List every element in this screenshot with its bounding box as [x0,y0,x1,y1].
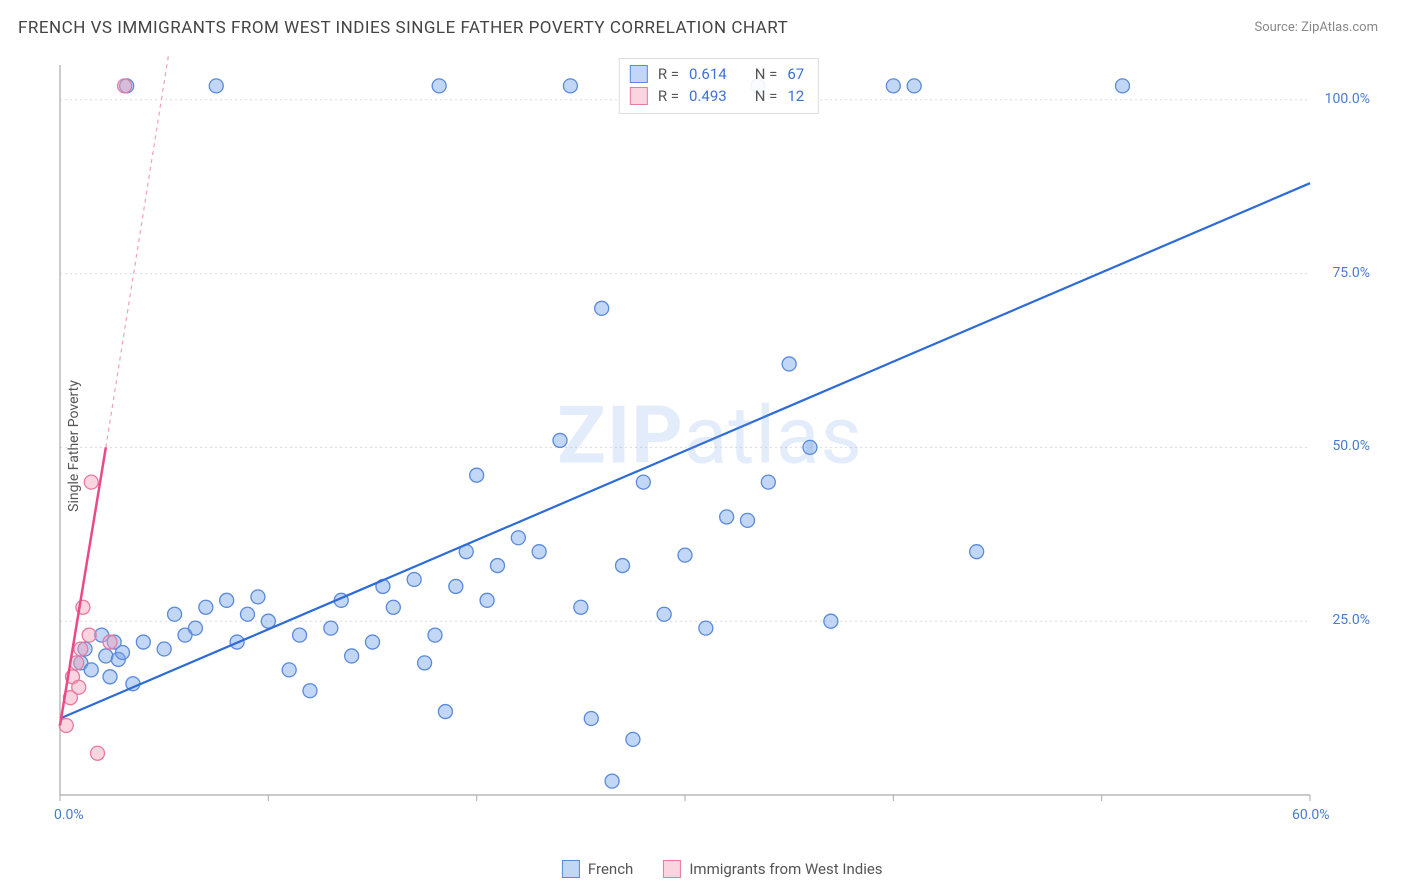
x-tick-label: 0.0% [54,807,84,823]
bottom-legend: French Immigrants from West Indies [562,860,883,878]
y-tick-label: 25.0% [1318,612,1370,628]
chart-area: ZIPatlas 25.0%50.0%75.0%100.0% 0.0%60.0% [50,55,1370,825]
stats-n-value: 12 [787,85,804,107]
legend-label: Immigrants from West Indies [689,860,882,878]
legend-item: French [562,860,633,878]
stats-swatch [630,87,648,105]
stats-n-label: N = [755,63,778,85]
legend-label: French [588,860,633,878]
legend-swatch [562,860,580,878]
y-tick-label: 75.0% [1318,265,1370,281]
stats-r-value: 0.614 [689,63,727,85]
x-tick-label: 60.0% [1292,807,1330,823]
stats-r-value: 0.493 [689,85,727,107]
stats-swatch [630,65,648,83]
stats-row: R = 0.493 N = 12 [630,85,804,107]
y-tick-label: 50.0% [1318,438,1370,454]
chart-title: FRENCH VS IMMIGRANTS FROM WEST INDIES SI… [18,18,788,38]
stats-n-value: 67 [787,63,804,85]
scatter-plot [50,55,1370,825]
stats-legend-box: R = 0.614 N = 67 R = 0.493 N = 12 [619,58,819,114]
stats-row: R = 0.614 N = 67 [630,63,804,85]
stats-n-label: N = [755,85,778,107]
y-tick-label: 100.0% [1318,91,1370,107]
legend-swatch [663,860,681,878]
stats-r-label: R = [658,63,679,85]
legend-item: Immigrants from West Indies [663,860,882,878]
source-label: Source: ZipAtlas.com [1254,20,1378,35]
stats-r-label: R = [658,85,679,107]
